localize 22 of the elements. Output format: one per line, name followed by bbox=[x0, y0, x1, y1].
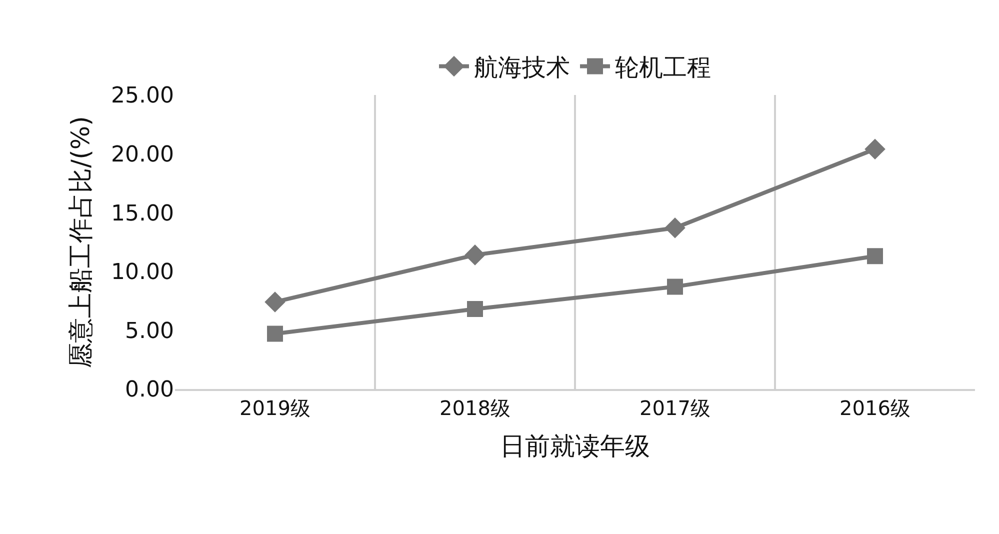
point bbox=[467, 301, 483, 318]
point bbox=[267, 326, 283, 342]
y-tick-label: 20.00 bbox=[111, 142, 174, 168]
y-axis-title: 愿意上船工作占比/(%) bbox=[66, 116, 95, 368]
y-tick-label: 15.00 bbox=[111, 201, 174, 226]
x-tick-label: 2018级 bbox=[440, 396, 510, 420]
y-tick-label: 10.00 bbox=[111, 260, 174, 286]
point bbox=[867, 248, 883, 264]
y-tick-label: 0.00 bbox=[125, 378, 174, 403]
y-tick-label: 25.00 bbox=[111, 84, 174, 109]
point bbox=[264, 292, 286, 312]
point bbox=[664, 217, 686, 238]
legend-label: 航海技术 bbox=[474, 54, 570, 82]
point bbox=[464, 244, 486, 266]
x-tick-label: 2019级 bbox=[240, 396, 310, 420]
point bbox=[864, 138, 886, 160]
x-tick-label: 2017级 bbox=[640, 396, 710, 420]
x-tick-label: 2016级 bbox=[840, 396, 910, 420]
legend-label: 轮机工程 bbox=[615, 54, 711, 82]
point bbox=[667, 278, 683, 295]
y-tick-label: 5.00 bbox=[125, 318, 174, 344]
x-axis-title: 日前就读年级 bbox=[500, 432, 650, 460]
